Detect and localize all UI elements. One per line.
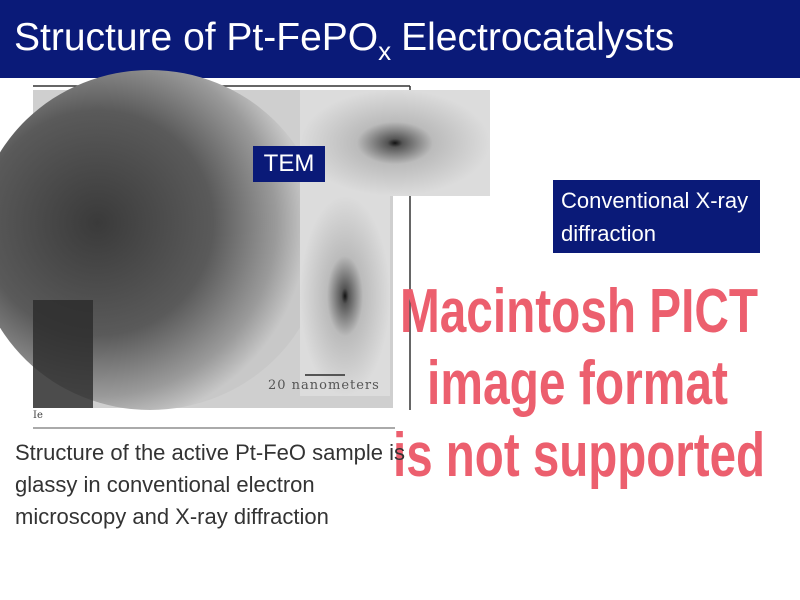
scale-label: 20 nanometers: [268, 378, 380, 393]
tem-label: TEM: [253, 146, 325, 182]
title-bar: [0, 0, 800, 78]
placeholder-line: is not supported: [393, 421, 765, 490]
xrd-label: Conventional X-ray diffraction: [553, 180, 760, 253]
title-subscript: x: [378, 36, 392, 66]
body-text: Structure of the active Pt-FeO sample is…: [15, 440, 406, 529]
diffraction-image: [300, 196, 390, 396]
title-rest: Electrocatalysts: [401, 16, 675, 59]
slide-title: Structure of Pt-FePOx Electrocatalysts: [14, 16, 674, 67]
tem-shadow: [33, 300, 93, 408]
diffraction-image: [300, 90, 490, 196]
placeholder-line: Macintosh PICT: [400, 277, 758, 346]
placeholder-line: image format: [427, 349, 728, 418]
title-main: Structure of Pt-FePO: [14, 16, 379, 59]
corner-label: Ie: [33, 410, 43, 421]
